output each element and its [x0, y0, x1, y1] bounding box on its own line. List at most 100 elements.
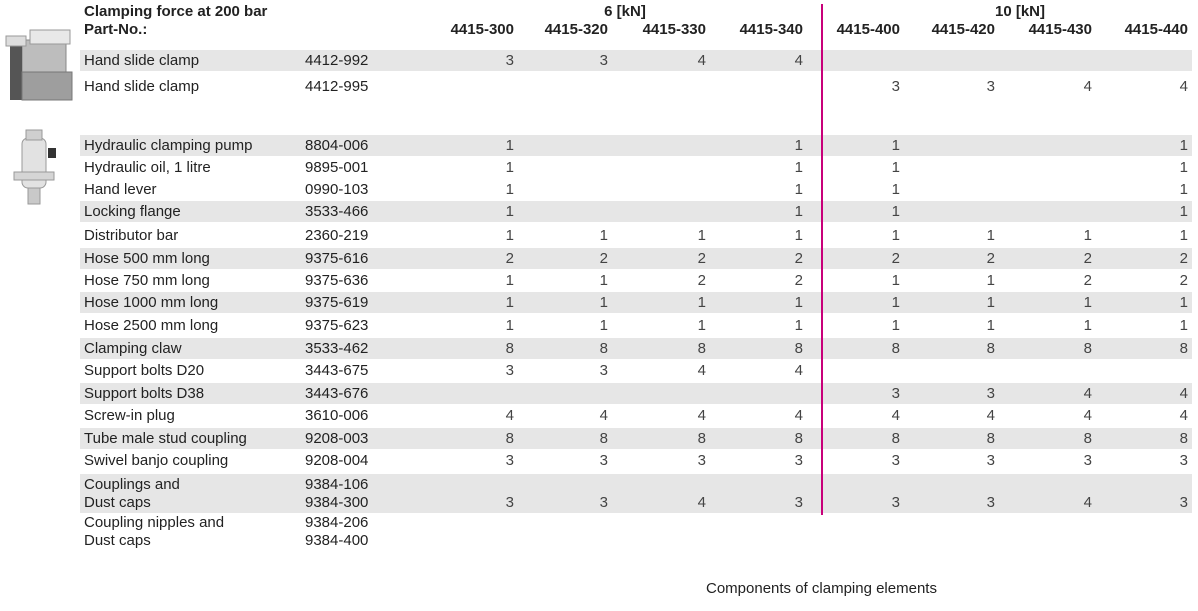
quantity: 3	[1128, 494, 1188, 512]
component-icons	[0, 0, 80, 220]
quantity: 8	[1128, 430, 1188, 448]
quantity: 2	[1128, 250, 1188, 268]
quantity: 4	[1032, 407, 1092, 425]
quantity: 3	[548, 494, 608, 512]
quantity: 3	[1128, 452, 1188, 470]
component-name: Clamping claw	[84, 340, 182, 358]
quantity: 1	[935, 294, 995, 312]
quantity: 1	[840, 317, 900, 335]
quantity: 3	[454, 362, 514, 380]
quantity: 8	[935, 340, 995, 358]
component-name: Couplings and	[84, 476, 180, 494]
column-label: 4415-320	[508, 21, 608, 39]
quantity: 1	[454, 227, 514, 245]
quantity: 3	[935, 78, 995, 96]
part-number: 9375-616	[305, 250, 368, 268]
part-number: 9384-106	[305, 476, 368, 494]
quantity: 1	[1128, 181, 1188, 199]
quantity: 3	[743, 494, 803, 512]
quantity: 4	[1032, 494, 1092, 512]
part-number: 9208-003	[305, 430, 368, 448]
component-name: Distributor bar	[84, 227, 178, 245]
quantity: 4	[935, 407, 995, 425]
column-label: 4415-430	[992, 21, 1092, 39]
row-shade	[80, 248, 1192, 269]
quantity: 2	[1032, 250, 1092, 268]
component-name: Hydraulic clamping pump	[84, 137, 252, 155]
quantity: 1	[743, 137, 803, 155]
quantity: 8	[548, 430, 608, 448]
quantity: 4	[743, 407, 803, 425]
part-number: 8804-006	[305, 137, 368, 155]
quantity: 4	[454, 407, 514, 425]
group-divider	[821, 4, 823, 515]
quantity: 8	[743, 340, 803, 358]
component-name: Hand lever	[84, 181, 157, 199]
quantity: 1	[1032, 294, 1092, 312]
part-number: 9384-300	[305, 494, 368, 512]
quantity: 1	[840, 159, 900, 177]
quantity: 1	[548, 227, 608, 245]
quantity: 1	[454, 294, 514, 312]
quantity: 1	[935, 272, 995, 290]
component-name: Hydraulic oil, 1 litre	[84, 159, 211, 177]
quantity: 1	[454, 203, 514, 221]
quantity: 2	[743, 250, 803, 268]
row-shade	[80, 474, 1192, 513]
component-name: Hose 500 mm long	[84, 250, 210, 268]
quantity: 3	[454, 52, 514, 70]
quantity: 1	[1128, 203, 1188, 221]
quantity: 1	[454, 272, 514, 290]
quantity: 3	[935, 452, 995, 470]
part-number: 9208-004	[305, 452, 368, 470]
component-name: Coupling nipples and	[84, 514, 224, 532]
quantity: 8	[646, 430, 706, 448]
column-label: 4415-440	[1088, 21, 1188, 39]
quantity: 8	[548, 340, 608, 358]
column-label: 4415-300	[414, 21, 514, 39]
quantity: 3	[935, 385, 995, 403]
quantity: 3	[840, 78, 900, 96]
component-name: Swivel banjo coupling	[84, 452, 228, 470]
quantity: 8	[840, 340, 900, 358]
component-name: Screw-in plug	[84, 407, 175, 425]
quantity: 1	[743, 181, 803, 199]
quantity: 1	[935, 227, 995, 245]
table-title: Clamping force at 200 bar	[84, 3, 267, 21]
part-number: 9375-636	[305, 272, 368, 290]
column-label: 4415-340	[703, 21, 803, 39]
component-name: Support bolts D38	[84, 385, 204, 403]
row-shade	[80, 383, 1192, 404]
quantity: 3	[646, 452, 706, 470]
component-name: Hand slide clamp	[84, 78, 199, 96]
quantity: 1	[840, 203, 900, 221]
quantity: 2	[646, 272, 706, 290]
row-shade	[80, 201, 1192, 222]
quantity: 4	[1032, 385, 1092, 403]
quantity: 1	[646, 227, 706, 245]
quantity: 3	[840, 385, 900, 403]
quantity: 1	[840, 181, 900, 199]
quantity: 3	[935, 494, 995, 512]
quantity: 3	[840, 452, 900, 470]
component-name: Hose 2500 mm long	[84, 317, 218, 335]
component-name: Hose 1000 mm long	[84, 294, 218, 312]
quantity: 1	[548, 294, 608, 312]
quantity: 1	[840, 294, 900, 312]
quantity: 1	[1128, 294, 1188, 312]
quantity: 1	[454, 317, 514, 335]
quantity: 4	[840, 407, 900, 425]
quantity: 1	[454, 159, 514, 177]
quantity: 4	[1128, 385, 1188, 403]
component-name: Locking flange	[84, 203, 181, 221]
part-number: 3610-006	[305, 407, 368, 425]
quantity: 1	[743, 159, 803, 177]
quantity: 2	[454, 250, 514, 268]
group-label: 6 [kN]	[565, 3, 685, 21]
quantity: 4	[1128, 78, 1188, 96]
quantity: 8	[646, 340, 706, 358]
part-number: 3533-466	[305, 203, 368, 221]
quantity: 4	[646, 494, 706, 512]
quantity: 3	[454, 452, 514, 470]
quantity: 1	[548, 272, 608, 290]
